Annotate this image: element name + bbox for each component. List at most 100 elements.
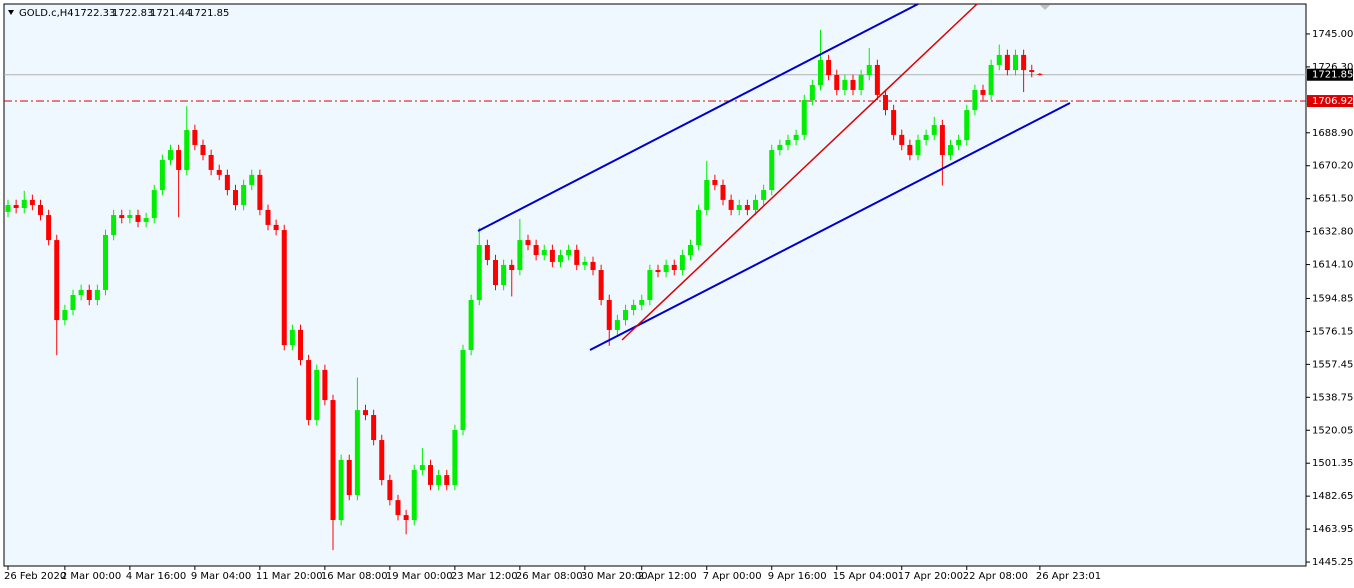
candle-body	[598, 270, 604, 300]
candle-body	[103, 234, 108, 290]
menu-arrow[interactable]	[8, 10, 14, 15]
candle-body	[86, 289, 92, 300]
candle-body	[21, 199, 27, 209]
candle-body	[249, 174, 255, 185]
candle-body	[346, 459, 352, 496]
candle-body	[273, 224, 279, 231]
candle-body	[883, 94, 888, 111]
candle-body	[541, 249, 547, 256]
candle-body	[956, 140, 962, 145]
candle-body	[46, 215, 52, 241]
y-tick-label: 1576.15	[1312, 326, 1353, 337]
candle-body	[663, 264, 669, 272]
candle-body	[168, 150, 173, 160]
y-tick-label: 1670.20	[1312, 161, 1353, 172]
candle-body	[696, 209, 702, 246]
candle-body	[233, 190, 238, 206]
candle-body	[476, 245, 482, 300]
candle-body	[314, 369, 320, 420]
y-tick-label: 1688.90	[1312, 128, 1353, 139]
x-tick-label: 9 Apr 16:00	[768, 571, 827, 582]
candle-body	[866, 64, 872, 75]
candle-body	[54, 240, 60, 321]
ohlc-high: 1722.83	[112, 8, 153, 19]
candle-body	[679, 255, 685, 271]
candle-body	[671, 264, 677, 271]
candle-body	[801, 100, 807, 135]
candle-body	[858, 74, 864, 90]
candle-body	[338, 459, 344, 521]
candle-body	[769, 150, 775, 191]
candle-body	[468, 299, 474, 351]
candle-body	[525, 240, 531, 246]
candle-body	[972, 89, 978, 111]
candle-body	[265, 209, 271, 225]
y-tick-label: 1557.45	[1312, 359, 1353, 370]
candle-body	[94, 289, 100, 300]
candle-body	[915, 140, 921, 155]
shift-marker[interactable]	[1040, 5, 1050, 10]
candle-body	[184, 129, 190, 170]
candle-body	[948, 144, 953, 155]
candle-body	[444, 475, 450, 485]
candle-body	[363, 410, 368, 416]
candle-body	[281, 230, 287, 346]
ohlc-close: 1721.85	[188, 8, 229, 19]
x-tick-label: 26 Mar 08:00	[516, 571, 583, 582]
candle-body	[387, 480, 393, 501]
candle-body	[704, 179, 710, 210]
y-tick-label: 1538.75	[1312, 392, 1353, 403]
y-tick-label: 1520.05	[1312, 425, 1353, 436]
candle-body	[907, 144, 913, 155]
y-tick-label: 1463.95	[1312, 524, 1353, 535]
candle-body	[793, 134, 799, 141]
y-tick-label: 1501.35	[1312, 458, 1353, 469]
x-tick-label: 22 Apr 08:00	[963, 571, 1028, 582]
candle-body	[826, 60, 832, 75]
x-tick-label: 2 Mar 00:00	[61, 571, 121, 582]
candle-body	[647, 270, 653, 300]
candle-body	[842, 79, 848, 90]
candle-body	[306, 360, 312, 420]
y-tick-label: 1614.10	[1312, 260, 1353, 271]
channel-lower	[589, 102, 1071, 351]
candle-body	[631, 304, 637, 311]
y-tick-label: 1594.85	[1312, 293, 1353, 304]
y-tick-label: 1726.30	[1312, 62, 1353, 73]
candle-body	[436, 475, 442, 485]
plot-area	[3, 3, 1307, 567]
candle-body	[192, 129, 198, 145]
y-tick-label: 1482.65	[1312, 491, 1353, 502]
candle-body	[159, 159, 165, 191]
candle-body	[606, 299, 612, 330]
candle-body	[224, 174, 230, 191]
candle-body	[38, 205, 43, 216]
candle-body	[688, 245, 693, 256]
candle-body	[322, 369, 328, 401]
candle-body	[135, 215, 141, 222]
candle-body	[452, 429, 458, 485]
candle-body	[70, 295, 76, 311]
x-tick-label: 2 Apr 12:00	[638, 571, 697, 582]
candle-body	[777, 144, 783, 151]
x-tick-label: 9 Mar 04:00	[191, 571, 251, 582]
symbol-title: GOLD.c,H4	[19, 8, 74, 19]
price-label: 1721.85	[1312, 70, 1353, 81]
candle-body	[549, 249, 555, 262]
x-tick-label: 19 Mar 00:00	[386, 571, 453, 582]
candle-body	[761, 190, 767, 200]
candle-body	[809, 85, 815, 101]
candle-body	[980, 89, 986, 95]
candle-body	[1004, 54, 1010, 71]
candle-body	[119, 215, 125, 219]
candle-body	[460, 350, 466, 430]
trend-line	[621, 3, 978, 341]
marks	[4, 29, 1306, 551]
candle-body	[623, 310, 628, 321]
candle-body	[590, 261, 596, 271]
candle-body	[964, 110, 970, 141]
candle-body	[996, 54, 1002, 65]
ohlc-open: 1722.33	[74, 8, 115, 19]
price-box	[1307, 68, 1353, 81]
